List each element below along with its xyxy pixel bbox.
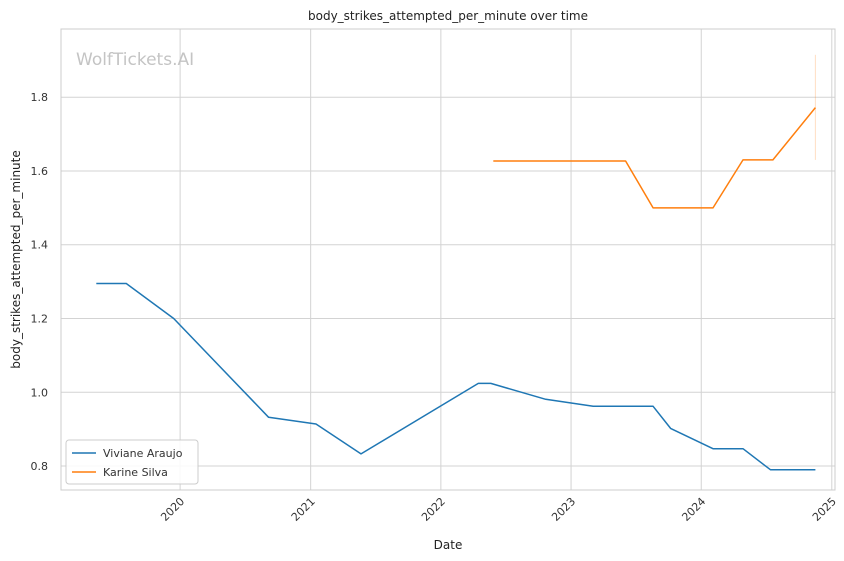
x-tick-label: 2020 (158, 495, 187, 524)
x-axis-label: Date (434, 538, 463, 552)
x-tick-label: 2025 (810, 495, 839, 524)
x-tick-label: 2022 (419, 495, 448, 524)
chart-title: body_strikes_attempted_per_minute over t… (308, 9, 588, 23)
series-line-karine-silva (493, 107, 816, 209)
legend: Viviane Araujo Karine Silva (65, 439, 199, 485)
series-line-viviane-araujo (96, 282, 816, 471)
y-tick-label: 1.4 (31, 239, 49, 252)
watermark-text: WolfTickets.AI (76, 50, 194, 70)
grid (61, 29, 835, 490)
y-tick-label: 1.0 (31, 386, 49, 399)
y-axis-ticks: 0.8 1.0 1.2 1.4 1.6 1.8 (31, 91, 49, 473)
x-tick-label: 2023 (549, 495, 578, 524)
x-tick-label: 2021 (289, 495, 318, 524)
y-tick-label: 1.6 (31, 165, 49, 178)
legend-label: Viviane Araujo (103, 447, 183, 460)
legend-box (65, 439, 199, 485)
y-axis-label: body_strikes_attempted_per_minute (9, 150, 23, 368)
x-tick-label: 2024 (679, 495, 708, 524)
legend-label: Karine Silva (103, 466, 168, 479)
y-tick-label: 1.2 (31, 313, 49, 326)
plot-frame (60, 28, 836, 491)
x-axis-ticks: 2020 2021 2022 2023 2024 2025 (158, 495, 839, 524)
series-lines (96, 54, 816, 471)
y-tick-label: 1.8 (31, 91, 49, 104)
y-tick-label: 0.8 (31, 460, 49, 473)
